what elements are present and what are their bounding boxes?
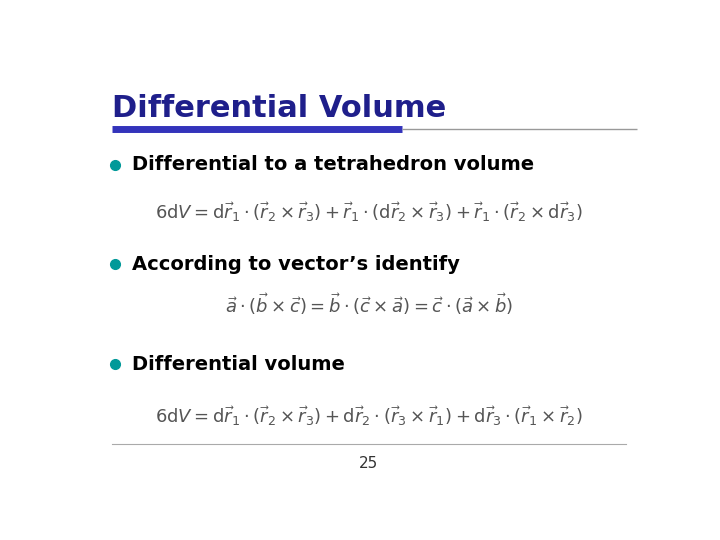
Text: 25: 25 xyxy=(359,456,379,471)
Text: Differential Volume: Differential Volume xyxy=(112,94,446,123)
Text: Differential volume: Differential volume xyxy=(132,355,345,374)
Text: Differential to a tetrahedron volume: Differential to a tetrahedron volume xyxy=(132,155,534,174)
Text: $\vec{a}\cdot(\vec{b}\times\vec{c})=\vec{b}\cdot(\vec{c}\times\vec{a})=\vec{c}\c: $\vec{a}\cdot(\vec{b}\times\vec{c})=\vec… xyxy=(225,291,513,317)
Text: $6\mathrm{d}V = \mathrm{d}\vec{r}_1\cdot(\vec{r}_2\times\vec{r}_3)+\mathrm{d}\ve: $6\mathrm{d}V = \mathrm{d}\vec{r}_1\cdot… xyxy=(156,404,582,428)
Text: $6\mathrm{d}V = \mathrm{d}\vec{r}_1\cdot(\vec{r}_2\times\vec{r}_3)+\vec{r}_1\cdo: $6\mathrm{d}V = \mathrm{d}\vec{r}_1\cdot… xyxy=(156,200,582,224)
Text: According to vector’s identify: According to vector’s identify xyxy=(132,255,460,274)
